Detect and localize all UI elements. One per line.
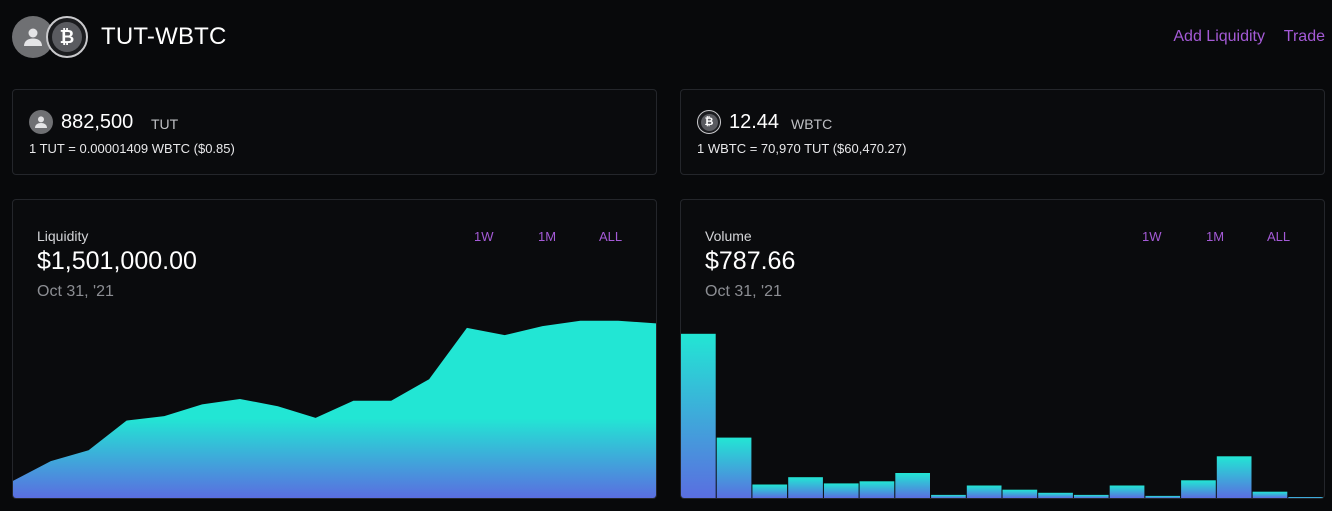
wbtc-rate: 1 WBTC = 70,970 TUT ($60,470.27): [697, 141, 907, 156]
liquidity-range-1m[interactable]: 1M: [538, 229, 557, 244]
wbtc-balance-card: ₿ 12.44 WBTC 1 WBTC = 70,970 TUT ($60,47…: [680, 89, 1325, 175]
volume-chart-card: Volume $787.66 Oct 31, '21 1W 1M ALL: [680, 199, 1325, 499]
user-icon: [24, 28, 42, 46]
volume-bar: [1252, 491, 1288, 498]
liquidity-date: Oct 31, '21: [37, 283, 114, 300]
tut-rate: 1 TUT = 0.00001409 WBTC ($0.85): [29, 141, 235, 156]
volume-bar: [681, 333, 716, 498]
volume-bar: [752, 484, 788, 498]
liquidity-range-all[interactable]: ALL: [599, 229, 623, 244]
pair-header: ₿ TUT-WBTC Add Liquidity Trade: [12, 16, 1332, 58]
volume-bar: [966, 485, 1002, 498]
volume-bar: [1002, 489, 1038, 498]
volume-bar: [788, 477, 823, 498]
user-icon: [29, 110, 53, 134]
trade-link[interactable]: Trade: [1283, 28, 1325, 45]
volume-range-1w[interactable]: 1W: [1142, 229, 1162, 244]
wbtc-amount: 12.44: [729, 111, 780, 133]
volume-bar: [1181, 480, 1216, 498]
volume-value: $787.66: [705, 247, 796, 275]
liquidity-chart[interactable]: [13, 200, 657, 499]
volume-bar: [1216, 456, 1252, 498]
volume-bar: [1288, 497, 1323, 498]
volume-bar: [859, 481, 895, 498]
volume-bar: [931, 494, 966, 498]
volume-range-1m[interactable]: 1M: [1206, 229, 1225, 244]
liquidity-range-1w[interactable]: 1W: [474, 229, 494, 244]
liquidity-area: [13, 320, 656, 498]
page-title: TUT-WBTC: [101, 23, 227, 50]
volume-date: Oct 31, '21: [705, 283, 782, 300]
wbtc-symbol: WBTC: [791, 116, 833, 132]
volume-range-all[interactable]: ALL: [1267, 229, 1291, 244]
bitcoin-icon: ₿: [697, 110, 721, 134]
volume-bar: [823, 483, 859, 498]
liquidity-value: $1,501,000.00: [37, 247, 197, 275]
liquidity-label: Liquidity: [37, 228, 89, 244]
add-liquidity-link[interactable]: Add Liquidity: [1173, 28, 1265, 45]
liquidity-chart-card: Liquidity $1,501,000.00 Oct 31, '21 1W 1…: [12, 199, 657, 499]
volume-bar: [716, 437, 752, 498]
volume-bar: [1145, 495, 1181, 498]
volume-bar: [1038, 492, 1073, 498]
bitcoin-icon: ₿: [52, 22, 82, 52]
volume-bar: [1109, 485, 1145, 498]
volume-bar: [895, 473, 930, 498]
volume-label: Volume: [705, 228, 752, 244]
tut-amount: 882,500: [61, 111, 134, 133]
tut-symbol: TUT: [151, 116, 179, 132]
tut-balance-card: 882,500 TUT 1 TUT = 0.00001409 WBTC ($0.…: [12, 89, 657, 175]
volume-bar: [1073, 494, 1109, 498]
volume-chart[interactable]: [681, 200, 1325, 499]
wbtc-token-icon: ₿: [46, 16, 88, 58]
